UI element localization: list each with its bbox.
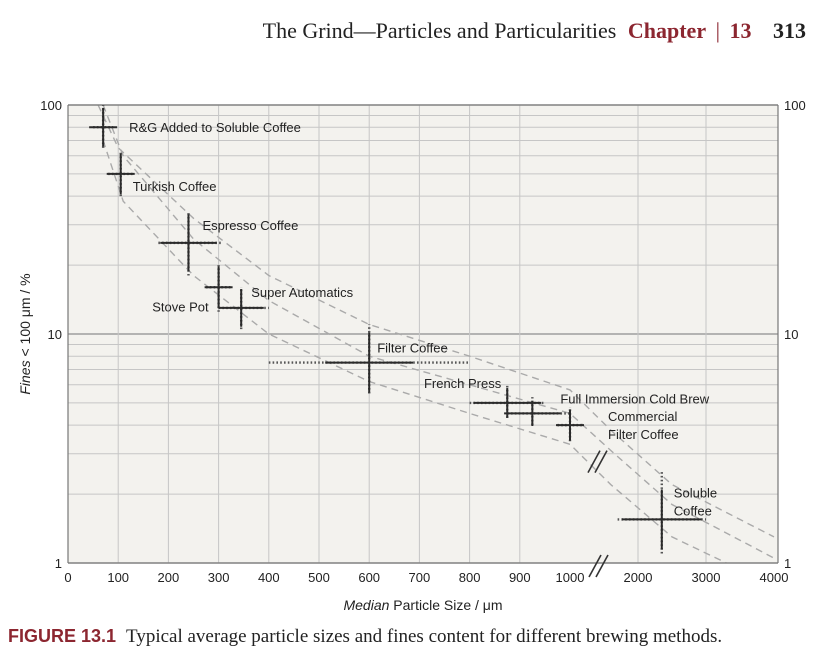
x-tick-label: 100 <box>107 570 129 585</box>
x-tick-label: 500 <box>308 570 330 585</box>
chapter-separator: | <box>715 18 720 43</box>
point-label: French Press <box>424 376 502 391</box>
x-tick-label: 600 <box>358 570 380 585</box>
data-point: Espresso Coffee <box>158 212 298 276</box>
point-label: Turkish Coffee <box>133 179 217 194</box>
x-axis-title: Median Particle Size / μm <box>343 597 502 613</box>
dashed-guide-curve <box>102 140 727 564</box>
x-tick-label: 4000 <box>760 570 789 585</box>
x-tick-label: 900 <box>509 570 531 585</box>
axis-break-mark <box>588 554 602 578</box>
y-tick-label: 1 <box>55 556 62 571</box>
data-point: Filter Coffee <box>268 324 470 394</box>
y-tick-label: 100 <box>40 98 62 113</box>
data-point: Turkish Coffee <box>106 150 217 197</box>
y-tick-label-right: 1 <box>784 556 791 571</box>
axis-break-mark <box>595 554 609 578</box>
point-label: Commercial Filter Coffee <box>608 409 679 442</box>
caption-text: Typical average particle sizes and fines… <box>126 626 723 647</box>
data-point: Super Automatics <box>218 285 354 330</box>
point-label: Full Immersion Cold Brew <box>560 391 709 406</box>
dashed-guide-curve <box>97 104 775 538</box>
data-point: Stove Pot <box>152 265 233 314</box>
x-tick-label: 200 <box>158 570 180 585</box>
axis-break-mark <box>594 450 608 473</box>
axis-break-mark <box>587 450 601 473</box>
running-header: The Grind—Particles and Particularities … <box>263 18 806 44</box>
chapter-number: 13 <box>729 18 752 43</box>
x-tick-label: 800 <box>459 570 481 585</box>
point-label: Filter Coffee <box>377 341 448 356</box>
data-point: Full Immersion Cold Brew <box>504 391 710 427</box>
y-tick-label: 10 <box>48 327 62 342</box>
x-tick-label: 300 <box>208 570 230 585</box>
data-point: Commercial Filter Coffee <box>556 406 679 442</box>
point-label: Espresso Coffee <box>202 218 298 233</box>
x-tick-label: 400 <box>258 570 280 585</box>
running-title: The Grind—Particles and Particularities <box>262 18 617 43</box>
dashed-guide-curve <box>102 104 775 559</box>
point-label: R&G Added to Soluble Coffee <box>129 120 301 135</box>
point-label: Stove Pot <box>152 299 209 314</box>
page-number: 313 <box>773 18 806 43</box>
y-tick-label-right: 100 <box>784 98 806 113</box>
x-tick-label: 700 <box>409 570 431 585</box>
chapter-word: Chapter <box>627 18 707 43</box>
y-tick-label-right: 10 <box>784 327 798 342</box>
figure-label: FIGURE 13.1 <box>8 626 117 646</box>
y-axis-title: Fines < 100 μm / % <box>17 273 33 394</box>
point-label: Soluble Coffee <box>674 485 717 518</box>
x-tick-label: 2000 <box>624 570 653 585</box>
data-point: R&G Added to Soluble Coffee <box>89 105 301 148</box>
figure-caption: FIGURE 13.1 Typical average particle size… <box>8 626 722 648</box>
data-point: Soluble Coffee <box>617 471 717 554</box>
point-label: Super Automatics <box>251 285 353 300</box>
x-tick-label: 0 <box>64 570 71 585</box>
x-tick-label: 1000 <box>556 570 585 585</box>
x-tick-label: 3000 <box>692 570 721 585</box>
